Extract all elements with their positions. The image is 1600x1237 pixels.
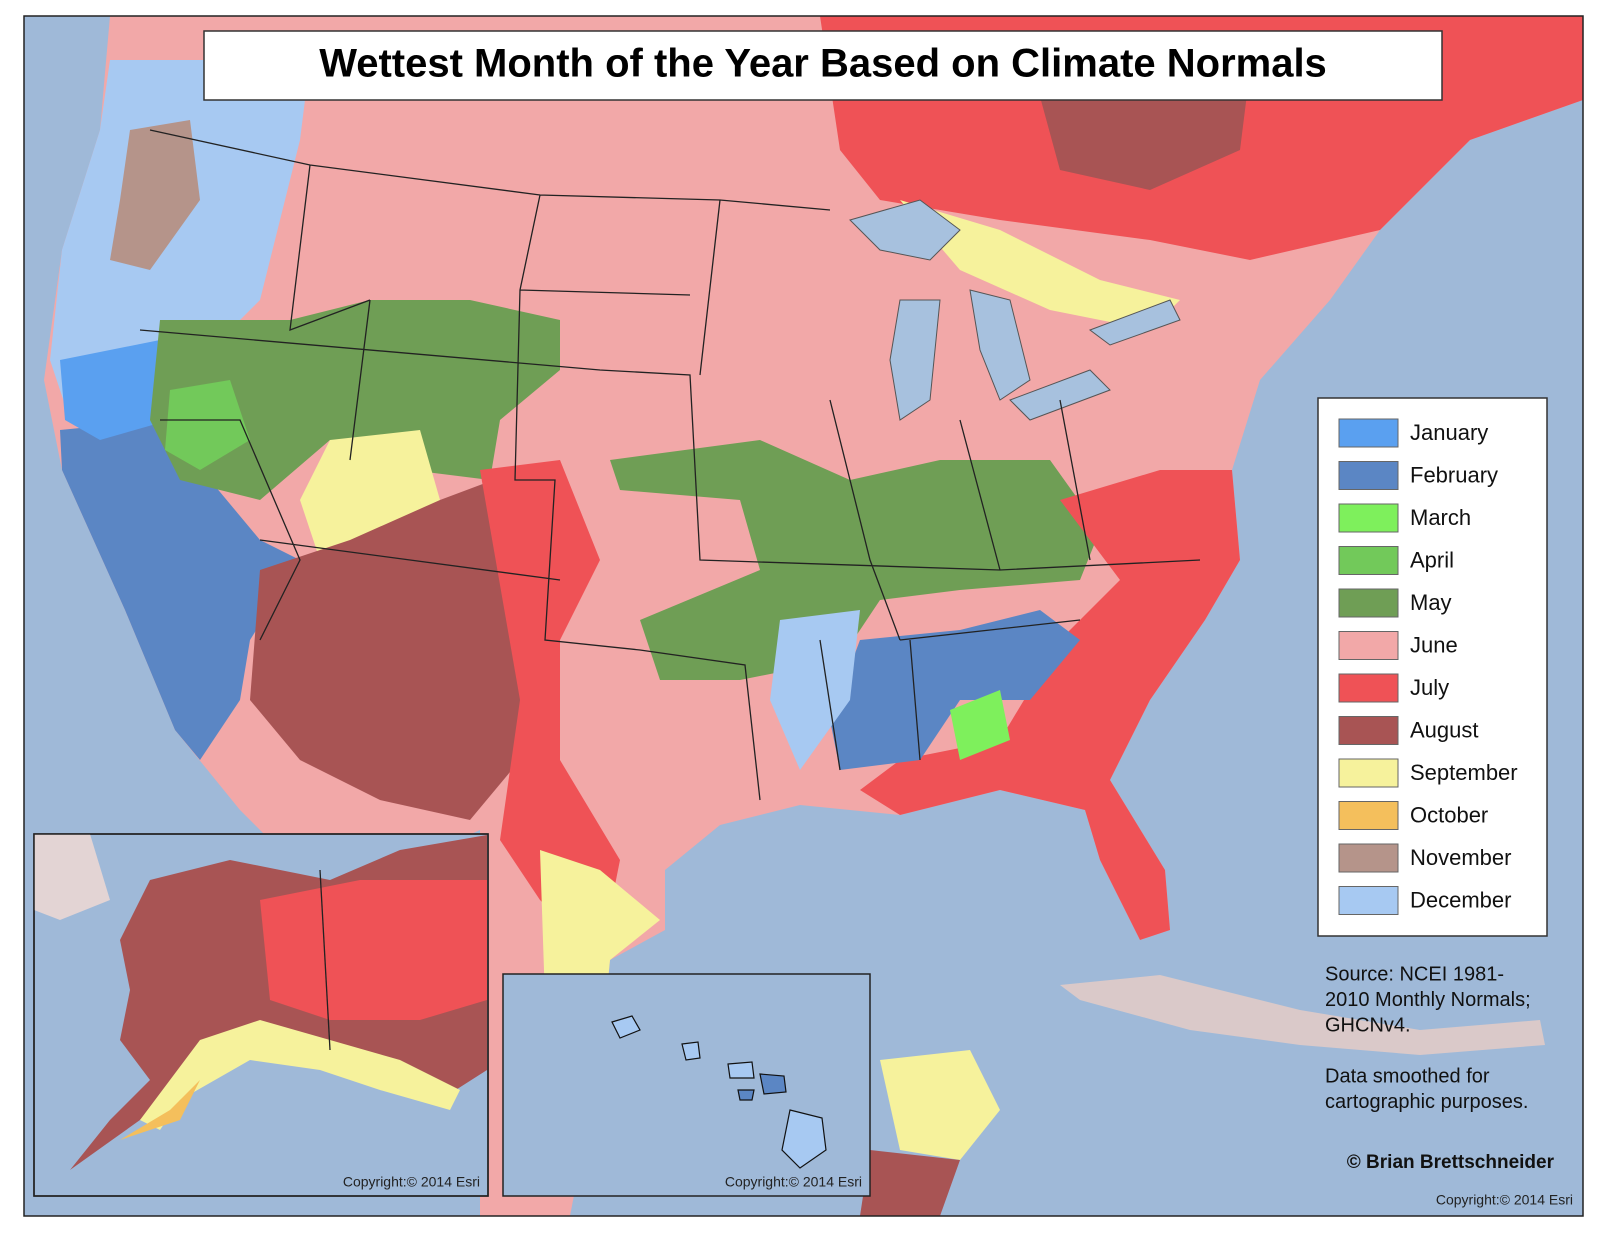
source: Source: NCEI 1981- 2010 Monthly Normals; G… <box>1325 963 1531 1036</box>
legend-label: August <box>1410 717 1479 742</box>
legend-label: November <box>1410 845 1511 870</box>
legend-label: October <box>1410 802 1488 827</box>
author: © Brian Brettschneider <box>1347 1152 1555 1173</box>
island <box>1060 975 1545 1055</box>
region <box>260 880 487 1020</box>
legend-swatch <box>1338 503 1399 533</box>
legend: January February March April May June July Augu… <box>1338 418 1518 915</box>
legend-label: March <box>1410 505 1471 530</box>
legend-label: September <box>1410 760 1518 785</box>
hawaii-inset <box>502 973 871 1197</box>
borders <box>139 129 1201 801</box>
legend-swatch <box>1338 716 1399 745</box>
region <box>900 200 1180 330</box>
legend-label: July <box>1410 675 1449 700</box>
legend-label: May <box>1410 590 1452 615</box>
border <box>319 869 331 1051</box>
lakes <box>849 199 1181 421</box>
region <box>610 440 1100 680</box>
copyright: Copyright:© 2014 Esri <box>343 1174 480 1190</box>
source-line: GHCNv4. <box>1325 1014 1411 1036</box>
region <box>880 1050 1000 1160</box>
frame <box>23 15 1584 1217</box>
title: Wettest Month of the Year Based on Clima… <box>319 42 1327 86</box>
region <box>165 380 250 470</box>
region <box>770 610 860 770</box>
copyright: Copyright:© 2014 Esri <box>725 1174 862 1190</box>
region <box>120 1080 200 1140</box>
inset-frame <box>502 973 871 1197</box>
legend-label: February <box>1410 462 1498 487</box>
note-line: cartographic purposes. <box>1325 1091 1528 1113</box>
title-box <box>203 30 1443 101</box>
legend-swatch <box>1338 546 1399 575</box>
region <box>110 120 200 270</box>
note: Data smoothed for cartographic purposes. <box>1325 1065 1528 1113</box>
legend-swatch <box>1338 631 1399 660</box>
legend-swatch <box>1338 588 1399 618</box>
region <box>950 690 1010 760</box>
source-line: Source: NCEI 1981- <box>1325 963 1504 985</box>
legend-swatch <box>1338 673 1399 703</box>
land <box>34 834 110 920</box>
source-line: 2010 Monthly Normals; <box>1325 989 1531 1011</box>
region <box>60 340 170 440</box>
legend-swatch <box>1338 758 1399 788</box>
legend-swatch <box>1338 843 1399 873</box>
region <box>830 610 1080 770</box>
legend-label: December <box>1410 887 1511 912</box>
note-line: Data smoothed for <box>1325 1065 1490 1087</box>
legend-swatch <box>1338 801 1399 830</box>
region <box>860 470 1240 940</box>
region <box>250 470 560 820</box>
copyright: Copyright:© 2014 Esri <box>1436 1192 1573 1208</box>
legend-label: January <box>1410 420 1488 445</box>
alaska-inset <box>33 833 489 1197</box>
legend-swatch <box>1338 418 1399 448</box>
region <box>480 460 620 960</box>
region <box>140 1020 460 1130</box>
island <box>737 1073 787 1101</box>
region <box>60 420 300 760</box>
legend-label: June <box>1410 632 1458 657</box>
island <box>611 1015 827 1169</box>
legend-label: April <box>1410 547 1454 572</box>
region <box>50 60 310 420</box>
legend-swatch <box>1338 886 1399 915</box>
region <box>860 1150 960 1216</box>
legend-swatch <box>1338 461 1399 490</box>
inset-frame <box>33 833 489 1197</box>
